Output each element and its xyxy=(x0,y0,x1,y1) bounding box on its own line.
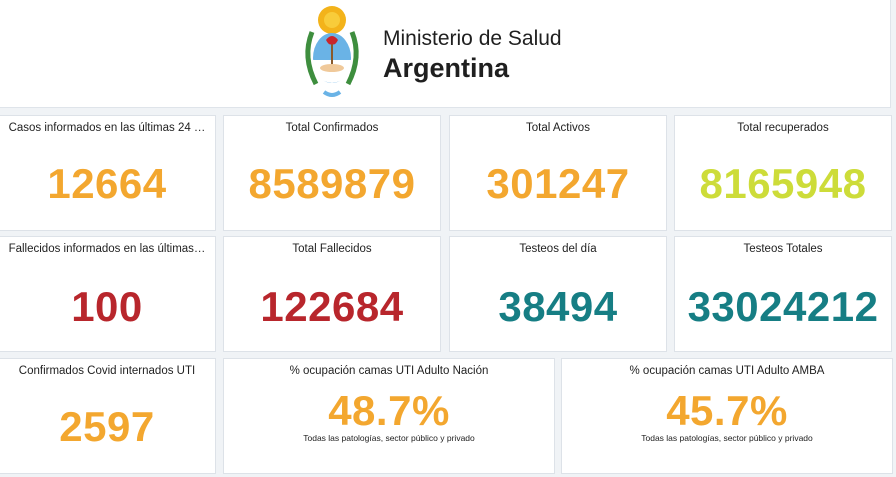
card-new-cases: Casos informados en las últimas 24 … 126… xyxy=(0,115,216,231)
card-icu-covid: Confirmados Covid internados UTI 2597 xyxy=(0,358,216,474)
card-value: 48.7% xyxy=(328,387,450,434)
card-value: 38494 xyxy=(498,283,618,330)
card-subtitle: Todas las patologías, sector público y p… xyxy=(303,433,475,443)
card-total-confirmed: Total Confirmados 8589879 xyxy=(223,115,441,231)
card-label: Total recuperados xyxy=(737,122,829,134)
card-value: 45.7% xyxy=(666,387,788,434)
card-label: Total Confirmados xyxy=(285,122,379,134)
card-new-deaths: Fallecidos informados en las últimas… 10… xyxy=(0,236,216,352)
card-label: Testeos Totales xyxy=(743,243,823,255)
card-label: % ocupación camas UTI Adulto Nación xyxy=(289,365,489,377)
card-label: Fallecidos informados en las últimas… xyxy=(8,243,206,255)
card-value: 8165948 xyxy=(699,160,867,207)
header-banner: Ministerio de Salud Argentina xyxy=(0,0,891,108)
card-total-recovered: Total recuperados 8165948 xyxy=(674,115,892,231)
card-label: Confirmados Covid internados UTI xyxy=(18,365,196,377)
card-value: 122684 xyxy=(260,283,404,330)
card-label: Total Fallecidos xyxy=(292,243,372,255)
card-subtitle: Todas las patologías, sector público y p… xyxy=(641,433,813,443)
card-value: 2597 xyxy=(59,403,155,450)
card-label: Testeos del día xyxy=(519,243,597,255)
ministry-name: Ministerio de Salud xyxy=(383,27,562,50)
country-name: Argentina xyxy=(383,53,510,83)
card-total-deaths: Total Fallecidos 122684 xyxy=(223,236,441,352)
card-value: 8589879 xyxy=(248,160,416,207)
card-total-tests: Testeos Totales 33024212 xyxy=(674,236,892,352)
card-icu-occupancy-amba: % ocupación camas UTI Adulto AMBA 45.7% … xyxy=(561,358,893,474)
card-value: 301247 xyxy=(486,160,630,207)
card-total-active: Total Activos 301247 xyxy=(449,115,667,231)
card-value: 33024212 xyxy=(687,283,879,330)
card-daily-tests: Testeos del día 38494 xyxy=(449,236,667,352)
card-label: Casos informados en las últimas 24 … xyxy=(8,122,206,134)
card-value: 12664 xyxy=(47,160,167,207)
card-label: % ocupación camas UTI Adulto AMBA xyxy=(629,365,825,377)
card-value: 100 xyxy=(71,283,143,330)
card-icu-occupancy-nation: % ocupación camas UTI Adulto Nación 48.7… xyxy=(223,358,555,474)
card-label: Total Activos xyxy=(526,122,590,134)
coat-of-arms-icon xyxy=(305,6,359,97)
